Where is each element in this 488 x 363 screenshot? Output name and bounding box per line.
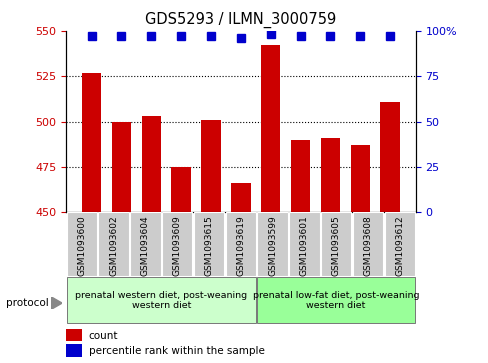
- Polygon shape: [51, 297, 62, 309]
- Text: GSM1093608: GSM1093608: [363, 215, 372, 276]
- Bar: [130, 212, 161, 276]
- Text: count: count: [88, 331, 118, 340]
- Text: percentile rank within the sample: percentile rank within the sample: [88, 346, 264, 356]
- Bar: [82, 73, 101, 212]
- Text: GSM1093600: GSM1093600: [77, 215, 86, 276]
- Text: GSM1093605: GSM1093605: [331, 215, 340, 276]
- Text: GSM1093612: GSM1093612: [394, 215, 404, 276]
- Bar: [66, 277, 256, 323]
- Text: GSM1093601: GSM1093601: [299, 215, 308, 276]
- Bar: [112, 122, 131, 212]
- Bar: [66, 344, 81, 357]
- Bar: [350, 145, 369, 212]
- Bar: [257, 212, 287, 276]
- Bar: [320, 138, 339, 212]
- Bar: [66, 329, 81, 341]
- Text: GSM1093602: GSM1093602: [109, 215, 118, 276]
- Bar: [66, 212, 97, 276]
- Text: GSM1093609: GSM1093609: [172, 215, 182, 276]
- Bar: [320, 212, 351, 276]
- Bar: [384, 212, 414, 276]
- Bar: [290, 140, 309, 212]
- Text: GSM1093615: GSM1093615: [204, 215, 213, 276]
- Bar: [171, 167, 190, 212]
- Bar: [98, 212, 129, 276]
- Bar: [162, 212, 192, 276]
- Bar: [257, 277, 414, 323]
- Bar: [231, 183, 250, 212]
- Bar: [352, 212, 383, 276]
- Text: prenatal low-fat diet, post-weaning
western diet: prenatal low-fat diet, post-weaning west…: [252, 291, 419, 310]
- Text: protocol: protocol: [6, 298, 49, 308]
- Text: GSM1093604: GSM1093604: [141, 215, 150, 276]
- Bar: [225, 212, 256, 276]
- Bar: [193, 212, 224, 276]
- Bar: [142, 116, 161, 212]
- Bar: [288, 212, 319, 276]
- Text: GSM1093619: GSM1093619: [236, 215, 245, 276]
- Title: GDS5293 / ILMN_3000759: GDS5293 / ILMN_3000759: [145, 12, 336, 28]
- Bar: [201, 120, 220, 212]
- Text: prenatal western diet, post-weaning
western diet: prenatal western diet, post-weaning west…: [75, 291, 247, 310]
- Bar: [380, 102, 399, 212]
- Text: GSM1093599: GSM1093599: [267, 215, 277, 276]
- Bar: [261, 45, 280, 212]
